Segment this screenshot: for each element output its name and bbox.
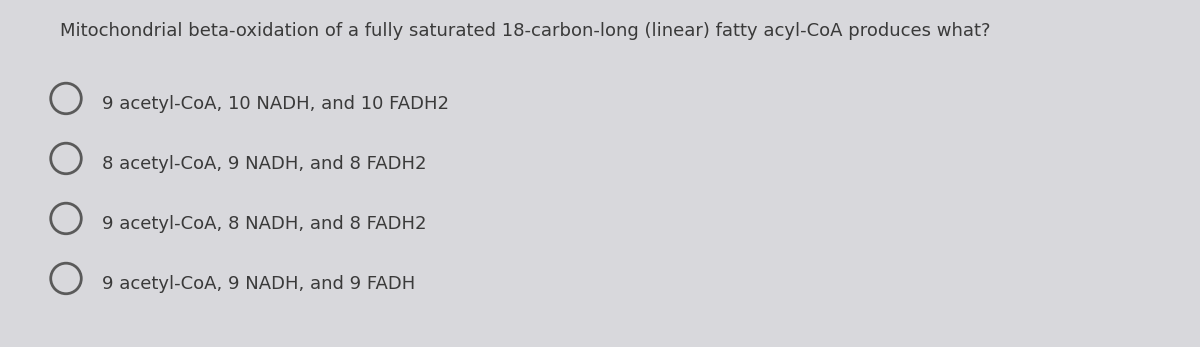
Text: 9 acetyl-CoA, 8 NADH, and 8 FADH2: 9 acetyl-CoA, 8 NADH, and 8 FADH2: [102, 215, 426, 233]
Text: 9 acetyl-CoA, 9 NADH, and 9 FADH: 9 acetyl-CoA, 9 NADH, and 9 FADH: [102, 275, 415, 293]
Text: Mitochondrial beta-oxidation of a fully saturated 18-carbon-long (linear) fatty : Mitochondrial beta-oxidation of a fully …: [60, 22, 990, 40]
Text: 9 acetyl-CoA, 10 NADH, and 10 FADH2: 9 acetyl-CoA, 10 NADH, and 10 FADH2: [102, 95, 449, 113]
Text: 8 acetyl-CoA, 9 NADH, and 8 FADH2: 8 acetyl-CoA, 9 NADH, and 8 FADH2: [102, 155, 426, 173]
